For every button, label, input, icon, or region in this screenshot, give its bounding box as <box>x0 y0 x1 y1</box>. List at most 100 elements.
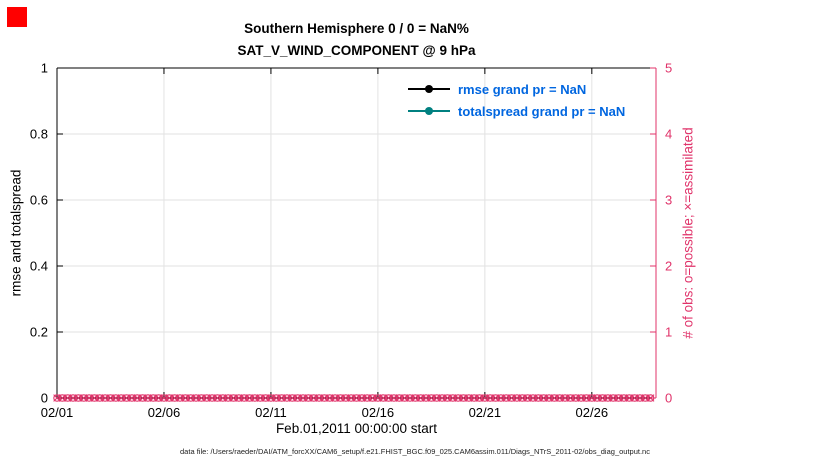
obs-assimilated-marker <box>261 394 270 402</box>
obs-assimilated-marker <box>459 394 468 402</box>
obs-possible-marker <box>288 394 297 402</box>
legend-line-sample <box>408 85 450 93</box>
obs-assimilated-marker <box>256 394 265 402</box>
y-tick-label-left: 0.4 <box>30 259 48 274</box>
obs-assimilated-marker <box>342 394 350 402</box>
obs-assimilated-marker <box>144 394 152 402</box>
obs-assimilated-marker <box>309 394 318 402</box>
obs-possible-marker <box>390 394 398 402</box>
obs-possible-marker <box>513 394 521 402</box>
obs-possible-marker <box>315 394 323 402</box>
obs-possible-marker <box>374 394 382 402</box>
obs-assimilated-marker <box>486 394 494 402</box>
obs-assimilated-marker <box>293 394 302 402</box>
obs-assimilated-marker <box>395 394 404 402</box>
obs-possible-marker <box>342 394 350 402</box>
obs-assimilated-marker <box>448 394 457 402</box>
obs-possible-marker <box>176 394 184 402</box>
obs-assimilated-marker <box>598 394 607 402</box>
obs-assimilated-marker <box>438 394 446 402</box>
obs-possible-marker <box>609 394 617 402</box>
y-tick-label-right: 5 <box>665 61 672 76</box>
obs-possible-marker <box>181 394 190 402</box>
obs-possible-marker <box>336 394 345 402</box>
obs-assimilated-marker <box>74 394 83 402</box>
obs-possible-marker <box>309 394 318 402</box>
obs-possible-marker <box>454 394 462 402</box>
obs-assimilated-marker <box>272 394 281 402</box>
y-tick-label-right: 3 <box>665 193 672 208</box>
legend-marker-icon <box>425 85 433 93</box>
obs-assimilated-marker <box>229 394 238 402</box>
obs-possible-marker <box>459 394 468 402</box>
obs-possible-marker <box>208 394 216 402</box>
obs-possible-marker <box>598 394 607 402</box>
obs-assimilated-marker <box>534 394 543 402</box>
obs-assimilated-marker <box>427 394 436 402</box>
obs-assimilated-marker <box>475 394 484 402</box>
obs-possible-marker <box>63 394 72 402</box>
y-tick-label-left: 0.8 <box>30 127 48 142</box>
obs-possible-marker <box>149 394 158 402</box>
obs-possible-marker <box>555 394 564 402</box>
obs-assimilated-marker <box>432 394 441 402</box>
obs-assimilated-marker <box>170 394 179 402</box>
obs-assimilated-marker <box>641 394 650 402</box>
obs-possible-marker <box>154 394 163 402</box>
obs-possible-marker <box>438 394 446 402</box>
obs-possible-marker <box>416 394 425 402</box>
obs-assimilated-marker <box>154 394 163 402</box>
y-tick-label-right: 0 <box>665 391 672 406</box>
obs-assimilated-marker <box>299 394 307 402</box>
obs-possible-marker <box>400 394 409 402</box>
x-tick-label: 02/01 <box>41 405 74 420</box>
obs-possible-marker <box>96 394 104 402</box>
legend: rmse grand pr = NaN totalspread grand pr … <box>408 78 625 122</box>
obs-possible-marker <box>256 394 264 402</box>
obs-possible-marker <box>160 394 168 402</box>
obs-possible-marker <box>235 394 243 402</box>
obs-assimilated-marker <box>454 394 462 402</box>
obs-possible-marker <box>101 394 109 402</box>
obs-possible-marker <box>138 394 147 402</box>
obs-assimilated-marker <box>566 394 575 402</box>
obs-assimilated-marker <box>224 394 232 402</box>
obs-assimilated-marker <box>53 394 61 402</box>
obs-possible-marker <box>69 394 77 402</box>
obs-assimilated-marker <box>106 394 115 402</box>
obs-possible-marker <box>128 394 136 402</box>
obs-assimilated-marker <box>95 394 104 402</box>
obs-assimilated-marker <box>443 394 452 402</box>
obs-possible-marker <box>229 394 238 402</box>
chart-title: Southern Hemisphere 0 / 0 = NaN% SAT_V_W… <box>57 18 656 62</box>
obs-assimilated-marker <box>518 394 527 402</box>
obs-assimilated-marker <box>101 394 109 402</box>
obs-assimilated-marker <box>529 394 537 402</box>
y-tick-label-right: 4 <box>665 127 672 142</box>
obs-possible-marker <box>197 394 206 402</box>
obs-assimilated-marker <box>288 394 297 402</box>
obs-possible-marker <box>486 394 494 402</box>
x-tick-label: 02/26 <box>576 405 609 420</box>
obs-assimilated-marker <box>571 394 580 402</box>
chart-title-line2: SAT_V_WIND_COMPONENT @ 9 hPa <box>237 43 476 58</box>
obs-assimilated-marker <box>176 394 184 402</box>
obs-possible-marker <box>358 394 366 402</box>
obs-possible-marker <box>427 394 436 402</box>
obs-possible-marker <box>395 394 404 402</box>
obs-possible-marker <box>106 394 115 402</box>
obs-assimilated-marker <box>85 394 93 402</box>
obs-possible-marker <box>422 394 430 402</box>
obs-possible-marker <box>636 394 644 402</box>
obs-assimilated-marker <box>165 394 174 402</box>
red-square-indicator <box>7 7 27 27</box>
obs-assimilated-marker <box>550 394 559 402</box>
obs-possible-marker <box>213 394 222 402</box>
data-file-path: data file: /Users/raeder/DAI/ATM_forcXX/… <box>180 447 650 456</box>
obs-assimilated-marker <box>358 394 366 402</box>
obs-assimilated-marker <box>545 394 553 402</box>
obs-assimilated-marker <box>384 394 393 402</box>
obs-possible-marker <box>497 394 505 402</box>
